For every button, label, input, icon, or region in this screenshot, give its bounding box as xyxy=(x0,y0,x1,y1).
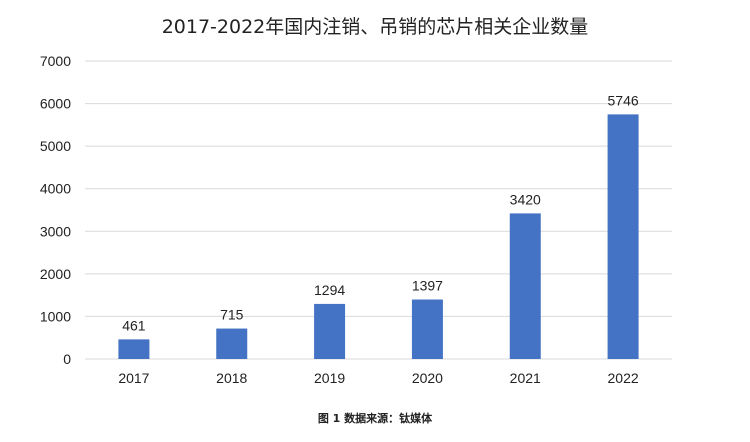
x-tick-label-2020: 2020 xyxy=(412,370,443,386)
data-label-2020: 1397 xyxy=(412,278,443,294)
bars xyxy=(118,114,639,359)
y-tick-label: 1000 xyxy=(40,308,71,324)
y-tick-label: 2000 xyxy=(40,266,71,282)
x-tick-label-2018: 2018 xyxy=(216,370,247,386)
bar-2021 xyxy=(509,213,541,359)
data-labels: 461 715 1294 1397 3420 5746 xyxy=(122,92,639,333)
x-tick-labels: 2017 2018 2019 2020 2021 2022 xyxy=(118,370,639,386)
x-tick-label-2019: 2019 xyxy=(314,370,345,386)
bar-2022 xyxy=(607,114,639,359)
data-label-2018: 715 xyxy=(220,307,244,323)
bar-2020 xyxy=(411,299,443,359)
data-label-2017: 461 xyxy=(122,317,146,333)
data-label-2022: 5746 xyxy=(608,92,639,108)
bar-2017 xyxy=(118,339,150,359)
x-tick-label-2017: 2017 xyxy=(118,370,149,386)
y-tick-label: 4000 xyxy=(40,181,71,197)
bar-2019 xyxy=(314,303,346,359)
data-label-2019: 1294 xyxy=(314,282,345,298)
y-tick-label: 5000 xyxy=(40,138,71,154)
y-tick-labels: 0 1000 2000 3000 4000 5000 6000 7000 xyxy=(40,53,71,367)
x-tick-label-2022: 2022 xyxy=(608,370,639,386)
chart-title: 2017-2022年国内注销、吊销的芯片相关企业数量 xyxy=(161,16,589,38)
bar-2018 xyxy=(216,328,248,359)
y-tick-label: 7000 xyxy=(40,53,71,69)
y-tick-label: 6000 xyxy=(40,96,71,112)
y-tick-label: 0 xyxy=(63,351,71,367)
figure-caption: 图 1 数据来源：钛媒体 xyxy=(317,412,433,425)
gridlines xyxy=(85,60,672,360)
x-tick-label-2021: 2021 xyxy=(510,370,541,386)
data-label-2021: 3420 xyxy=(510,191,541,207)
y-tick-label: 3000 xyxy=(40,223,71,239)
